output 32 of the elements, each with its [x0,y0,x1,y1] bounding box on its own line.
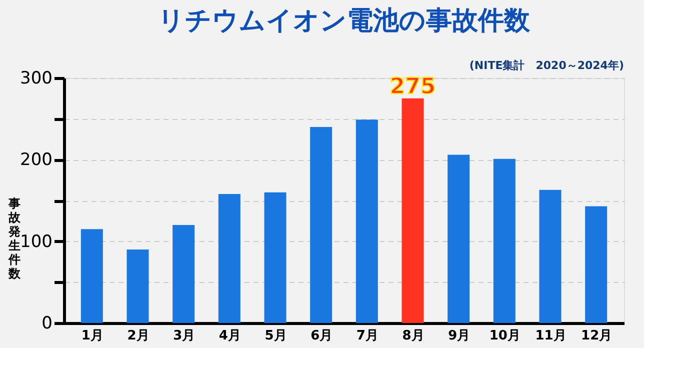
y-tick-label: 100 [20,232,52,252]
y-axis-title: 事故発生件数 [8,196,22,280]
bar [539,190,562,323]
x-tick-label: 2月 [127,328,150,344]
x-tick-label: 5月 [264,328,287,344]
text: (NITE集計 2020～2024年) [469,59,624,72]
y-tick-label: 300 [20,68,52,88]
x-tick-label: 6月 [310,328,333,344]
bar [126,250,149,323]
chart-title: リチウムイオン電池の事故件数 [158,6,531,36]
x-tick-label: 12月 [581,328,612,344]
bar [264,192,286,323]
bar [218,194,240,323]
bar [448,154,470,323]
bar [585,206,608,323]
bar [356,120,378,323]
bar [172,225,195,323]
y-tick-label: 0 [42,314,52,334]
x-tick-label: 7月 [356,328,378,344]
x-tick-label: 4月 [218,328,241,344]
x-tick-label: 10月 [489,328,520,344]
x-tick-label: 11月 [535,328,566,344]
bar [80,229,103,323]
x-tick-label: 3月 [173,328,196,344]
x-tick-label: 9月 [448,328,470,344]
x-tick-label: 8月 [402,328,424,344]
x-tick-label: 1月 [81,328,104,344]
bar [493,158,516,323]
bar [402,98,424,323]
y-tick-label: 200 [20,150,52,170]
bar [310,127,332,323]
data-label: 275 [390,74,436,100]
